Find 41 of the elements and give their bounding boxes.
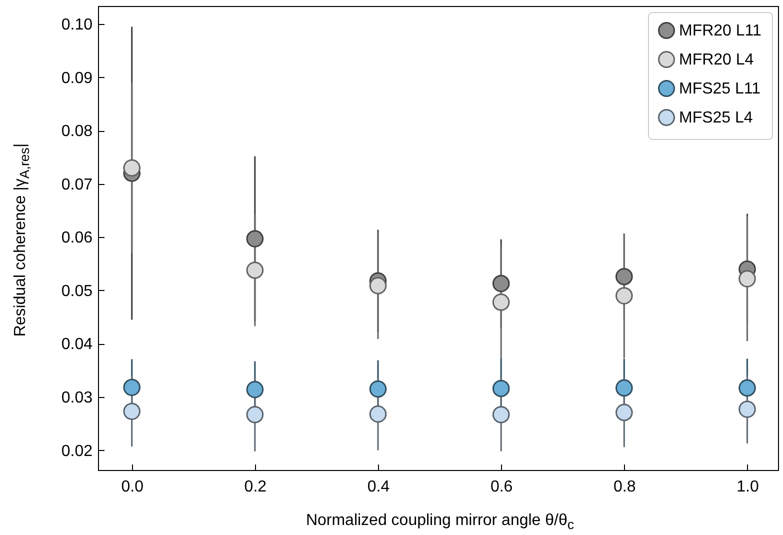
point <box>246 406 264 424</box>
y-tick-label: 0.09 <box>61 70 93 87</box>
legend-label: MFS25 L11 <box>679 80 761 98</box>
point <box>492 294 510 311</box>
x-tick-label: 0.8 <box>614 478 636 496</box>
point <box>616 379 633 397</box>
point <box>369 277 387 294</box>
point <box>123 402 140 420</box>
point <box>738 379 756 397</box>
point <box>369 380 387 398</box>
y-tick-label: 0.07 <box>61 176 93 194</box>
legend-label: MFR20 L11 <box>679 22 762 40</box>
y-tick-label: 0.06 <box>61 230 93 247</box>
point <box>246 230 264 248</box>
point <box>246 380 264 398</box>
legend-label: MFS25 L4 <box>679 110 753 126</box>
x-tick-label: 0.0 <box>121 478 144 496</box>
point <box>246 262 264 279</box>
y-tick-label: 0.03 <box>61 390 93 407</box>
x-tick-label: 1.0 <box>736 478 759 496</box>
legend-label: MFR20 L4 <box>679 52 754 68</box>
y-tick-label: 0.02 <box>61 442 93 460</box>
point <box>369 405 387 423</box>
point <box>738 270 756 288</box>
point <box>738 400 756 418</box>
point <box>123 378 140 396</box>
y-tick-label: 0.10 <box>61 16 93 34</box>
point <box>492 274 510 292</box>
point <box>123 159 140 177</box>
x-tick-label: 0.6 <box>490 478 513 496</box>
point <box>616 404 633 422</box>
x-axis-title: Normalized coupling mirror angle θ/θ$_{c}$ <box>306 512 574 532</box>
y-tick-label: 0.08 <box>61 123 93 140</box>
point <box>492 380 510 398</box>
x-tick-label: 0.4 <box>367 478 390 496</box>
y-tick-label: 0.05 <box>61 282 93 300</box>
x-tick-label: 0.2 <box>244 478 267 496</box>
point <box>616 287 633 304</box>
y-tick-label: 0.04 <box>61 336 93 354</box>
point <box>616 268 633 286</box>
point <box>492 406 510 424</box>
